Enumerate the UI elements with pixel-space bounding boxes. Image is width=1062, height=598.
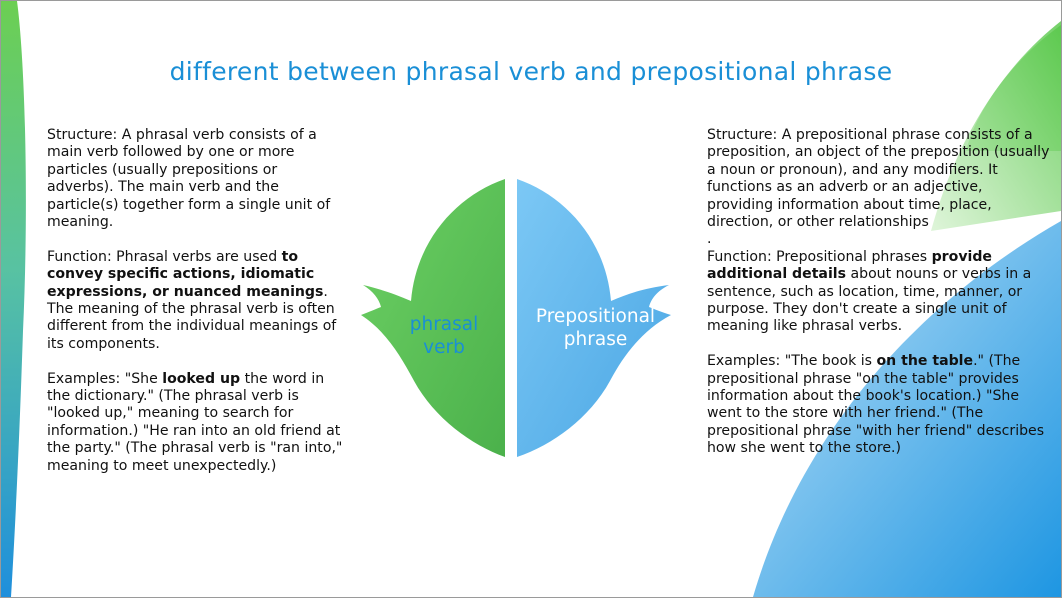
left-edge-decoration bbox=[1, 1, 26, 597]
phrasal-verb-text: Structure: A phrasal verb consists of a … bbox=[47, 127, 347, 492]
prepositional-function: Function: Prepositional phrases provide … bbox=[707, 248, 1032, 335]
prepositional-phrase-text: Structure: A prepositional phrase consis… bbox=[707, 127, 1052, 475]
phrasal-structure: Structure: A phrasal verb consists of a … bbox=[47, 127, 331, 231]
prepositional-phrase-label: Prepositional phrase bbox=[535, 306, 656, 350]
phrasal-function: Function: Phrasal verbs are used to conv… bbox=[47, 248, 337, 352]
stray-dot: . bbox=[707, 231, 712, 248]
prepositional-structure: Structure: A prepositional phrase consis… bbox=[707, 127, 1050, 231]
phrasal-examples: Examples: "She looked up the word in the… bbox=[47, 370, 343, 474]
leaf-right-shape bbox=[517, 179, 671, 457]
slide-title: different between phrasal verb and prepo… bbox=[169, 57, 893, 86]
phrasal-verb-label: phrasal verb bbox=[409, 314, 479, 358]
bottom-right-decoration bbox=[753, 221, 1061, 597]
leaf-left-shape bbox=[361, 179, 505, 457]
prepositional-examples: Examples: "The book is on the table." (T… bbox=[707, 353, 1045, 457]
